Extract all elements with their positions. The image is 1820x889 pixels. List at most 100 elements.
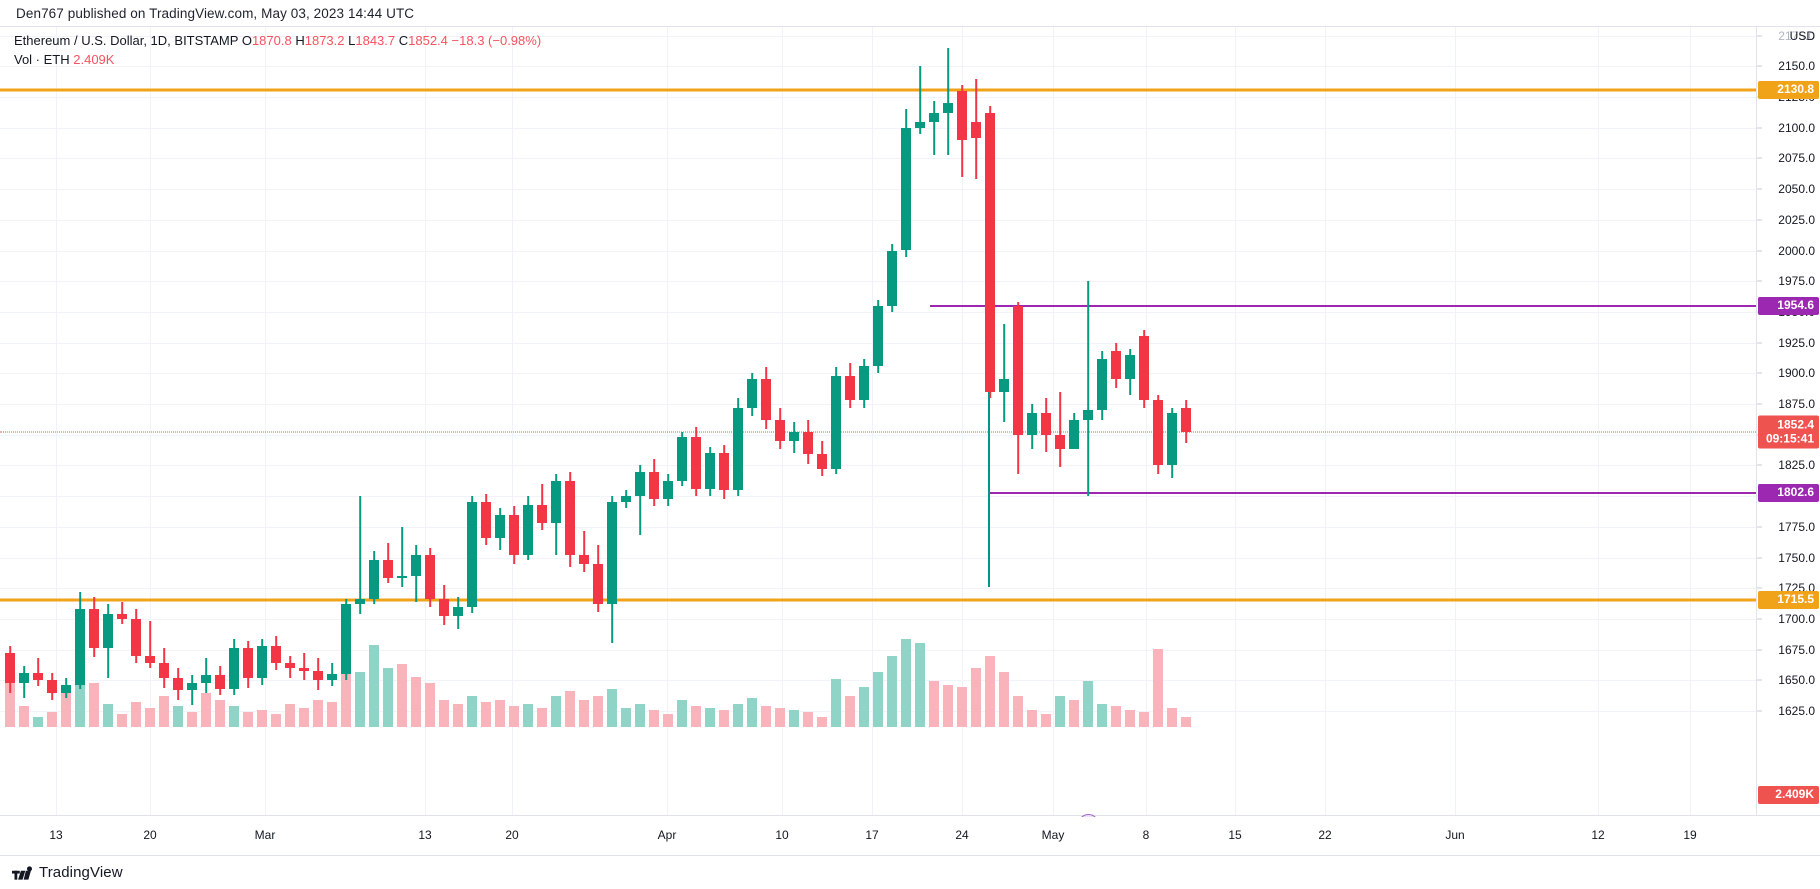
axis-tick-dash bbox=[1757, 250, 1762, 251]
price-badge-value: 2.409K bbox=[1775, 787, 1814, 801]
axis-tick-dash bbox=[1757, 342, 1762, 344]
candle-wick bbox=[359, 496, 361, 614]
volume-bar bbox=[481, 701, 491, 727]
volume-bar bbox=[817, 716, 827, 727]
last-price-badge[interactable]: 1852.4 09:15:41 bbox=[1758, 415, 1819, 449]
candle-body bbox=[271, 645, 281, 664]
price-axis-tick-label: 1650.0 bbox=[1778, 673, 1815, 688]
candle-body bbox=[1069, 419, 1079, 450]
candle-wick bbox=[303, 653, 305, 681]
volume-bar bbox=[19, 706, 29, 727]
volume-bar bbox=[299, 708, 309, 727]
price-badge-value: 1954.6 bbox=[1777, 298, 1814, 313]
candle-body bbox=[1167, 412, 1177, 466]
candle-body bbox=[425, 555, 435, 600]
volume-bar bbox=[859, 687, 869, 727]
candle-body bbox=[285, 663, 295, 669]
channel-upper-badge[interactable]: 1954.6 bbox=[1758, 297, 1819, 316]
support-lower-badge[interactable]: 1715.5 bbox=[1758, 590, 1819, 609]
candle-body bbox=[173, 677, 183, 691]
support-1715-line[interactable] bbox=[0, 598, 1756, 602]
volume-bar bbox=[649, 710, 659, 727]
time-axis[interactable]: 13 20 Mar 13 20 Apr 10 17 24 May 8 15 22 Jun 12 19 bbox=[0, 815, 1820, 855]
tradingview-brand-text: TradingView bbox=[39, 864, 123, 881]
volume-bar bbox=[341, 655, 351, 727]
candle-body bbox=[257, 645, 267, 678]
volume-bar bbox=[33, 716, 43, 727]
price-badge-value: 2130.8 bbox=[1777, 81, 1814, 96]
candle-wick bbox=[37, 658, 39, 687]
volume-bar bbox=[271, 714, 281, 727]
volume-bar bbox=[75, 678, 85, 727]
candle-body bbox=[705, 453, 715, 489]
candle-body bbox=[677, 437, 687, 482]
grid-line-horizontal bbox=[0, 557, 1756, 559]
price-axis-tick-label: 2075.0 bbox=[1778, 151, 1815, 166]
axis-tick-dash bbox=[1757, 35, 1762, 37]
grid-line-horizontal bbox=[0, 588, 1756, 590]
candle-body bbox=[159, 663, 169, 678]
candle-body bbox=[1153, 400, 1163, 466]
grid-line-horizontal bbox=[0, 127, 1756, 129]
candle-body bbox=[1111, 351, 1121, 380]
candle-wick bbox=[639, 465, 641, 536]
axis-tick-dash bbox=[1757, 127, 1762, 129]
candle-wick bbox=[1059, 391, 1061, 467]
volume-last-badge[interactable]: 2.409K bbox=[1758, 786, 1819, 804]
candle-body bbox=[75, 609, 85, 686]
price-axis[interactable]: 2175.02150.02125.02100.02075.02050.02025… bbox=[1756, 27, 1820, 817]
candle-body bbox=[607, 502, 617, 605]
volume-bar bbox=[775, 708, 785, 727]
axis-tick-dash bbox=[1757, 403, 1762, 405]
grid-line-vertical bbox=[872, 27, 873, 817]
time-axis-label: 19 bbox=[1683, 828, 1697, 842]
vertical-marker[interactable] bbox=[988, 363, 990, 587]
price-axis-tick-label: 1700.0 bbox=[1778, 611, 1815, 626]
footer-bar: TradingView bbox=[0, 856, 1820, 889]
volume-bar bbox=[1111, 706, 1121, 727]
grid-line-horizontal bbox=[0, 496, 1756, 498]
volume-bar bbox=[61, 693, 71, 727]
channel-lower-badge[interactable]: 1802.6 bbox=[1758, 483, 1819, 502]
grid-line-vertical bbox=[1235, 27, 1236, 817]
candle-body bbox=[579, 555, 589, 564]
candle-body bbox=[1041, 412, 1051, 435]
last-price-line-line[interactable] bbox=[0, 431, 1756, 433]
candle-body bbox=[117, 614, 127, 619]
axis-tick-dash bbox=[1757, 649, 1762, 651]
channel-top-line[interactable] bbox=[930, 305, 1756, 308]
time-axis-label: 20 bbox=[143, 828, 157, 842]
grid-line-vertical bbox=[1146, 27, 1147, 817]
price-axis-tick-label: 1875.0 bbox=[1778, 397, 1815, 412]
candle-wick bbox=[933, 100, 935, 155]
volume-bar bbox=[761, 706, 771, 727]
resistance-upper-badge[interactable]: 2130.8 bbox=[1758, 80, 1819, 99]
candle-body bbox=[523, 504, 533, 556]
axis-tick-dash bbox=[1757, 710, 1762, 712]
candle-body bbox=[369, 559, 379, 600]
axis-tick-dash bbox=[1757, 557, 1762, 559]
candle-body bbox=[509, 514, 519, 556]
volume-bar bbox=[971, 668, 981, 727]
candle-body bbox=[929, 112, 939, 122]
candle-body bbox=[761, 379, 771, 420]
price-axis-tick-label: 2175.0 bbox=[1778, 28, 1815, 43]
channel-bottom-line[interactable] bbox=[988, 491, 1756, 494]
volume-bar bbox=[1139, 712, 1149, 727]
candle-body bbox=[201, 675, 211, 683]
volume-bar bbox=[495, 699, 505, 727]
candle-body bbox=[649, 471, 659, 499]
resistance-2130-line[interactable] bbox=[0, 88, 1756, 92]
time-axis-label: 20 bbox=[505, 828, 519, 842]
candle-body bbox=[145, 655, 155, 664]
volume-bar bbox=[579, 699, 589, 727]
time-axis-label: 10 bbox=[775, 828, 789, 842]
grid-line-vertical bbox=[150, 27, 151, 817]
candle-body bbox=[845, 375, 855, 401]
volume-bar bbox=[1069, 699, 1079, 727]
plot-area[interactable] bbox=[0, 27, 1756, 817]
volume-bar bbox=[733, 703, 743, 727]
volume-bar bbox=[915, 643, 925, 727]
candle-body bbox=[691, 437, 701, 489]
